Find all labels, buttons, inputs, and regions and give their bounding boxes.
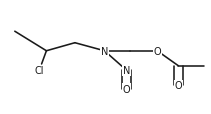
Text: N: N	[101, 46, 108, 56]
Text: O: O	[123, 84, 130, 94]
Text: Cl: Cl	[34, 66, 44, 76]
Text: O: O	[153, 46, 161, 56]
Text: N: N	[123, 66, 130, 76]
Text: O: O	[174, 81, 182, 90]
